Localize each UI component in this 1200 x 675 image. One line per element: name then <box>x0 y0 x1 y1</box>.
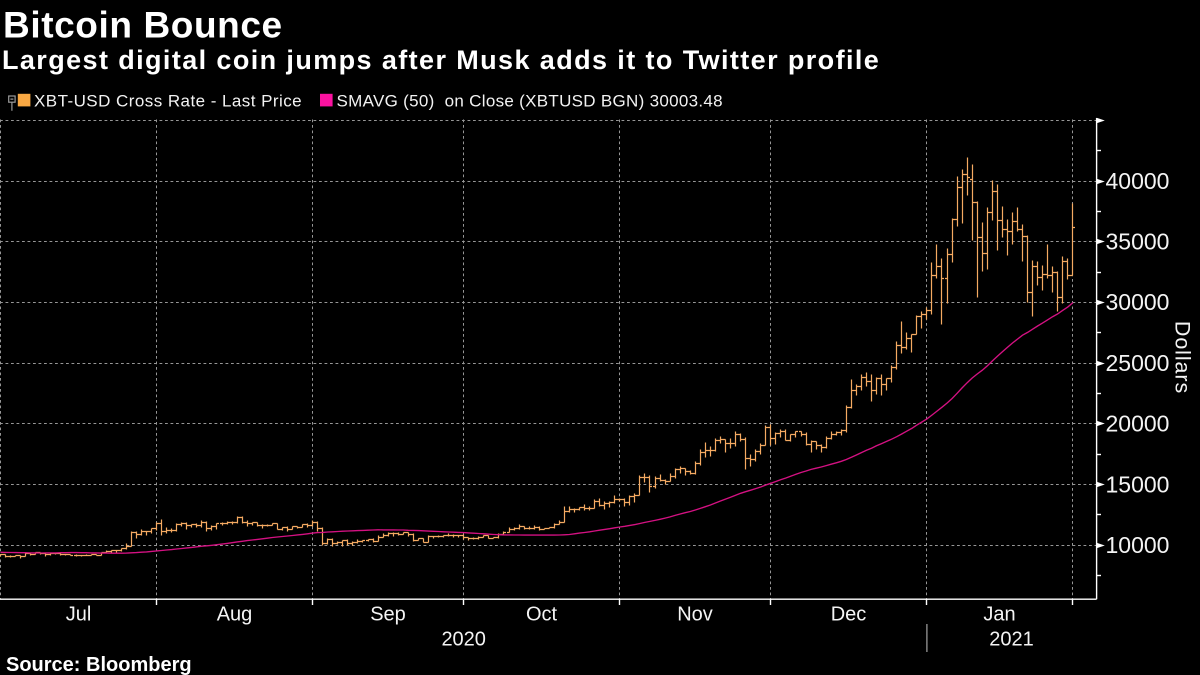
svg-text:Sep: Sep <box>370 604 406 626</box>
svg-text:20000: 20000 <box>1106 411 1170 437</box>
svg-text:Largest digital coin jumps aft: Largest digital coin jumps after Musk ad… <box>2 45 880 75</box>
svg-text:Aug: Aug <box>217 604 253 626</box>
svg-text:30000: 30000 <box>1106 289 1170 315</box>
svg-text:Dec: Dec <box>831 604 867 626</box>
svg-text:35000: 35000 <box>1106 229 1170 255</box>
svg-text:SMAVG (50) on Close (XBTUSD B: SMAVG (50) on Close (XBTUSD BGN) 30003.4… <box>337 92 723 111</box>
svg-text:XBT-USD Cross Rate - Last Pric: XBT-USD Cross Rate - Last Price <box>34 92 302 111</box>
svg-text:15000: 15000 <box>1106 471 1170 497</box>
svg-text:Jul: Jul <box>66 604 92 626</box>
svg-text:40000: 40000 <box>1106 168 1170 194</box>
svg-text:Oct: Oct <box>526 604 558 626</box>
svg-text:Bitcoin Bounce: Bitcoin Bounce <box>3 5 283 46</box>
svg-text:Source: Bloomberg: Source: Bloomberg <box>6 654 192 675</box>
svg-text:25000: 25000 <box>1106 350 1170 376</box>
svg-text:2020: 2020 <box>441 629 486 651</box>
svg-text:Nov: Nov <box>677 604 713 626</box>
svg-text:Dollars: Dollars <box>1171 321 1195 394</box>
svg-text:10000: 10000 <box>1106 532 1170 558</box>
svg-text:2021: 2021 <box>989 629 1034 651</box>
svg-text:Jan: Jan <box>983 604 1015 626</box>
